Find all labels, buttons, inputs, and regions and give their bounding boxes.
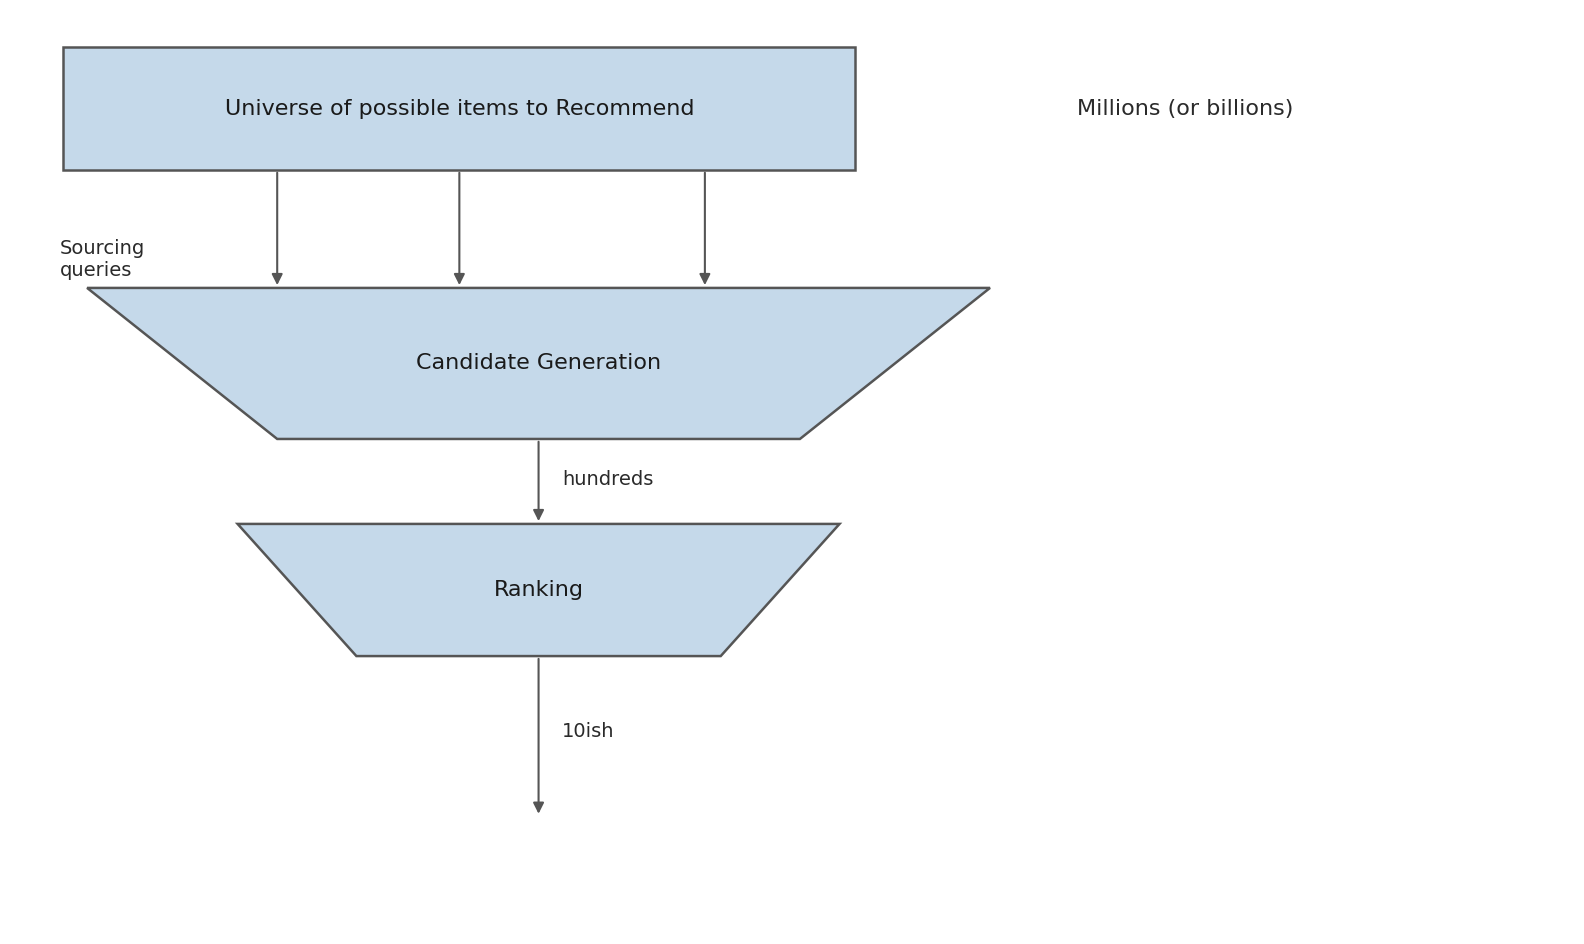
Text: Universe of possible items to Recommend: Universe of possible items to Recommend [225,98,694,119]
Text: Candidate Generation: Candidate Generation [417,353,661,374]
Text: Millions (or billions): Millions (or billions) [1077,98,1294,119]
Text: hundreds: hundreds [562,470,654,489]
Text: Sourcing
queries: Sourcing queries [60,239,146,280]
Polygon shape [87,288,990,439]
Text: 10ish: 10ish [562,722,615,741]
Text: Ranking: Ranking [494,580,583,600]
Bar [63,47,855,170]
Polygon shape [238,524,840,656]
